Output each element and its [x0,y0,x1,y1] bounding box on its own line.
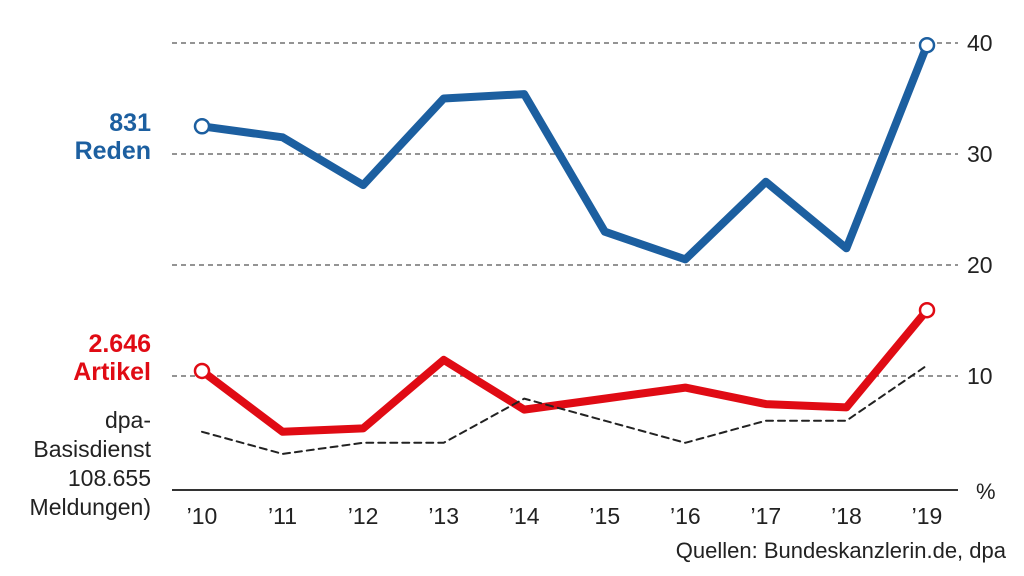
x-tick-0: ’10 [187,503,218,529]
reden-total: 831 [109,109,151,137]
dpa-label-line3: 108.655 [67,465,151,491]
series-line-1 [198,306,931,436]
y-axis-ticks: 40 30 20 10% [967,30,996,504]
x-tick-9: ’19 [912,503,943,529]
artikel-name: Artikel [73,358,151,386]
x-tick-4: ’14 [509,503,540,529]
series-0-endpoint-0 [193,118,211,135]
y-tick-30: 30 [967,141,993,167]
series-lines [193,36,936,455]
series-line-2 [201,364,928,455]
y-tick-20: 20 [967,252,993,278]
x-axis: ’10 ’11 ’12 ’13 ’14 ’15 ’16 ’17 ’18 ’19 [172,489,958,529]
x-tick-8: ’18 [831,503,862,529]
x-tick-6: ’16 [670,503,701,529]
artikel-total: 2.646 [88,330,151,358]
series-1-endpoint-9 [918,301,936,319]
y-unit-label: % [976,479,996,504]
y-tick-10: 10 [967,363,993,389]
x-tick-2: ’12 [348,503,379,529]
x-tick-7: ’17 [751,503,782,529]
reden-name: Reden [74,137,151,165]
x-tick-1: ’11 [268,503,297,529]
dpa-series-label: dpa- Basisdienst 108.655 Meldungen) [0,406,151,522]
x-tick-5: ’15 [589,503,620,529]
artikel-series-label: 2.646 Artikel [73,330,151,386]
dpa-label-line2: Basisdienst [33,436,151,462]
y-tick-40: 40 [967,30,993,56]
reden-series-label: 831 Reden [75,109,151,165]
x-tick-3: ’13 [428,503,459,529]
series-1-endpoint-0 [193,362,211,380]
gridlines [172,42,958,377]
series-0-endpoint-9 [918,36,936,54]
dpa-label-line4: Meldungen) [29,494,151,520]
series-line-0 [198,41,931,264]
source-note: Quellen: Bundeskanzlerin.de, dpa [675,538,1006,563]
dpa-label-line1: dpa- [104,407,151,433]
